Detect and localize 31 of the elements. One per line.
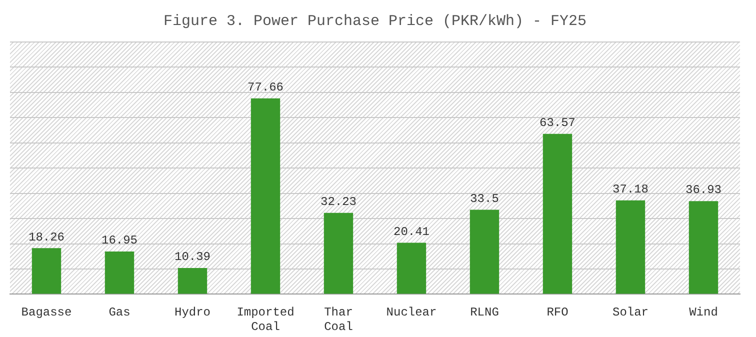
bar (324, 212, 354, 294)
data-label: 36.93 (685, 183, 722, 198)
x-tick-label: RLNG (470, 306, 499, 320)
data-label: 10.39 (174, 250, 211, 264)
bar (32, 248, 62, 294)
x-tick-label: Thar Coal (324, 306, 353, 334)
x-tick-label: Bagasse (21, 306, 72, 320)
data-label: 77.66 (247, 80, 284, 95)
chart-title: Figure 3. Power Purchase Price (PKR/kWh) - FY25 (163, 12, 587, 30)
bar (688, 201, 718, 294)
bar (104, 251, 134, 294)
data-label: 18.26 (28, 230, 65, 244)
x-tick-label: Gas (108, 306, 130, 320)
data-label: 20.41 (393, 224, 430, 239)
bar (470, 210, 500, 294)
bar (616, 200, 646, 294)
x-tick-label: RFO (546, 306, 568, 320)
data-label: 63.57 (539, 116, 576, 130)
x-tick-label: Solar (612, 306, 649, 320)
bar (250, 98, 280, 294)
data-label: 32.23 (320, 195, 357, 210)
data-label: 33.5 (470, 192, 499, 206)
data-label: 16.95 (101, 234, 138, 248)
x-tick-label: Hydro (174, 306, 211, 320)
bar (178, 268, 208, 294)
data-label: 37.18 (612, 182, 649, 197)
bar (396, 242, 426, 294)
bar (542, 134, 572, 294)
x-tick-label: Nuclear (386, 306, 437, 320)
x-tick-label: Imported Coal (236, 306, 294, 334)
x-tick-label: Wind (689, 306, 718, 320)
